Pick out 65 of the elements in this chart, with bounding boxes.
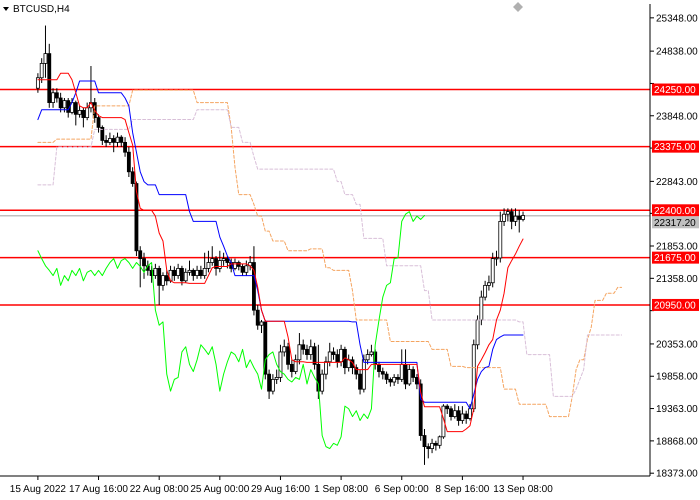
y-tick-label: 18373.00 bbox=[656, 468, 698, 480]
candlestick bbox=[180, 265, 184, 286]
y-tick-label: 24838.00 bbox=[656, 46, 698, 58]
x-tick-label: 22 Aug 08:00 bbox=[130, 484, 190, 495]
chart-title: BTCUSD,H4 bbox=[13, 4, 70, 15]
candlestick bbox=[339, 344, 344, 367]
candlestick bbox=[157, 265, 162, 306]
candlestick bbox=[198, 265, 203, 280]
x-tick-label: 29 Aug 16:00 bbox=[250, 484, 310, 495]
candlestick bbox=[407, 364, 412, 386]
x-tick-label: 6 Sep 00:00 bbox=[374, 484, 430, 495]
line-series bbox=[37, 211, 425, 450]
candlestick bbox=[74, 100, 78, 126]
candlestick bbox=[81, 107, 86, 128]
candlestick bbox=[78, 105, 82, 118]
ref-line-label: 24250.00 bbox=[654, 85, 696, 96]
candlestick bbox=[202, 252, 207, 280]
candlestick bbox=[380, 367, 385, 380]
candlestick bbox=[510, 208, 514, 230]
candlestick bbox=[460, 406, 464, 424]
x-tick-label: 1 Sep 08:00 bbox=[314, 484, 369, 495]
candlestick bbox=[342, 346, 347, 375]
candlestick bbox=[517, 210, 522, 233]
candlestick bbox=[225, 255, 230, 269]
candlestick bbox=[392, 374, 396, 386]
candlestick bbox=[270, 374, 275, 395]
candlestick bbox=[62, 98, 66, 113]
candlestick bbox=[112, 134, 116, 153]
candlestick bbox=[240, 263, 244, 276]
candlestick bbox=[384, 371, 388, 384]
ref-line-label: 23375.00 bbox=[654, 142, 696, 154]
candlestick bbox=[195, 265, 199, 280]
x-tick-label: 13 Sep 08:00 bbox=[493, 484, 554, 495]
candlestick bbox=[244, 260, 248, 276]
ref-line-label: 21675.00 bbox=[654, 253, 696, 264]
candlestick bbox=[70, 98, 74, 115]
x-tick-label: 25 Aug 00:00 bbox=[190, 484, 250, 495]
candlestick bbox=[108, 132, 112, 146]
candlestick bbox=[404, 348, 408, 390]
candlestick bbox=[164, 270, 169, 286]
y-tick-label: 21853.00 bbox=[656, 242, 698, 253]
y-tick-label: 23848.00 bbox=[656, 111, 698, 122]
candlestick bbox=[172, 266, 176, 282]
candlestick bbox=[506, 208, 510, 222]
candlestick bbox=[58, 92, 63, 113]
candlestick bbox=[176, 263, 180, 280]
x-tick-label: 8 Sep 16:00 bbox=[435, 484, 490, 495]
x-tick-label: 15 Aug 2022 bbox=[10, 484, 66, 495]
x-tick-label: 17 Aug 16:00 bbox=[69, 484, 128, 495]
y-tick-label: 21358.00 bbox=[656, 274, 698, 285]
y-tick-label: 22843.00 bbox=[656, 176, 698, 188]
ref-line-label: 22400.00 bbox=[654, 206, 696, 217]
candlestick bbox=[449, 406, 453, 422]
candlestick bbox=[464, 410, 468, 424]
candlestick bbox=[452, 404, 457, 420]
candlestick bbox=[335, 348, 340, 368]
candlestick bbox=[456, 406, 461, 426]
y-tick-label: 19363.00 bbox=[656, 404, 698, 416]
ref-line-label: 20950.00 bbox=[654, 300, 696, 312]
y-tick-label: 19858.00 bbox=[656, 372, 698, 383]
candlestick bbox=[161, 272, 165, 292]
y-tick-label: 18868.00 bbox=[656, 436, 698, 448]
y-tick-label: 25348.00 bbox=[656, 13, 698, 24]
y-tick-label: 20353.00 bbox=[656, 339, 698, 350]
ref-line-label: 22317.20 bbox=[654, 218, 696, 229]
